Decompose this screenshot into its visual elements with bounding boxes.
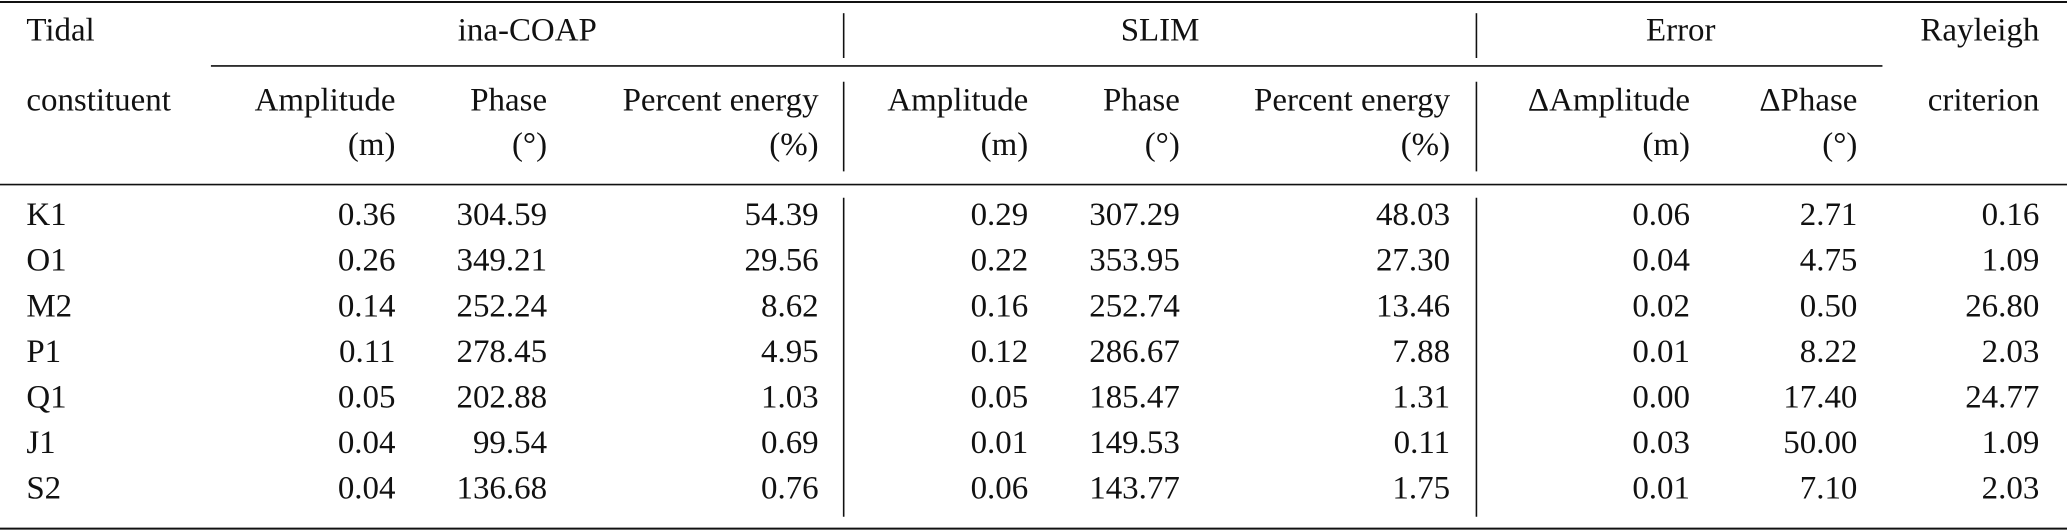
- cell: 13.46: [1376, 288, 1450, 324]
- column-header: (%): [1401, 127, 1450, 163]
- cell: 29.56: [745, 243, 819, 279]
- cell: 1.31: [1392, 380, 1450, 416]
- cell: 1.03: [761, 380, 819, 416]
- cell: 185.47: [1089, 380, 1180, 416]
- cell: 0.05: [971, 380, 1029, 416]
- cell: 1.09: [1982, 425, 2040, 461]
- cell: 48.03: [1376, 197, 1450, 233]
- cell: 0.02: [1632, 288, 1690, 324]
- cell: 4.95: [761, 334, 819, 370]
- cell: 0.03: [1632, 425, 1690, 461]
- column-header: ΔAmplitude: [1528, 82, 1690, 118]
- row-label: O1: [26, 243, 66, 279]
- row-label: K1: [26, 197, 66, 233]
- column-header: (°): [1145, 127, 1180, 163]
- column-header: ΔPhase: [1759, 82, 1857, 118]
- cell: 27.30: [1376, 243, 1450, 279]
- cell: 4.75: [1800, 243, 1858, 279]
- cell: 54.39: [745, 197, 819, 233]
- column-header: (m): [981, 127, 1029, 163]
- cell: 7.88: [1392, 334, 1450, 370]
- cell: 0.26: [338, 243, 396, 279]
- group-header: Rayleigh: [1920, 13, 2039, 49]
- group-header: ina-COAP: [458, 13, 597, 49]
- cell: 0.16: [1982, 197, 2040, 233]
- cell: 0.69: [761, 425, 819, 461]
- cell: 0.22: [971, 243, 1029, 279]
- column-header: Amplitude: [887, 82, 1028, 118]
- row-label: P1: [26, 334, 61, 370]
- cell: 0.04: [338, 425, 396, 461]
- column-header: (%): [769, 127, 818, 163]
- cell: 349.21: [456, 243, 547, 279]
- cell: 1.75: [1392, 471, 1450, 507]
- cell: 26.80: [1965, 288, 2039, 324]
- row-label: Q1: [26, 380, 66, 416]
- column-header: (°): [512, 127, 547, 163]
- cell: 2.03: [1982, 471, 2040, 507]
- cell: 0.36: [338, 197, 396, 233]
- cell: 0.01: [971, 425, 1029, 461]
- cell: 136.68: [456, 471, 547, 507]
- cell: 0.11: [1394, 425, 1450, 461]
- cell: 149.53: [1089, 425, 1180, 461]
- cell: 0.06: [971, 471, 1029, 507]
- cell: 8.62: [761, 288, 819, 324]
- cell: 353.95: [1089, 243, 1180, 279]
- column-header: (m): [348, 127, 396, 163]
- row-label: S2: [26, 471, 61, 507]
- cell: 0.16: [971, 288, 1029, 324]
- cell: 24.77: [1965, 380, 2039, 416]
- column-header: (m): [1642, 127, 1690, 163]
- cell: 0.05: [338, 380, 396, 416]
- cell: 0.01: [1632, 334, 1690, 370]
- column-header: Amplitude: [255, 82, 396, 118]
- group-header: Tidal: [26, 13, 94, 49]
- column-header: Phase: [1103, 82, 1180, 118]
- cell: 50.00: [1783, 425, 1857, 461]
- cell: 0.04: [1632, 243, 1690, 279]
- cell: 252.24: [456, 288, 547, 324]
- column-header: Phase: [470, 82, 547, 118]
- cell: 0.14: [338, 288, 396, 324]
- cell: 252.74: [1089, 288, 1180, 324]
- cell: 0.00: [1632, 380, 1690, 416]
- column-header: constituent: [26, 82, 171, 118]
- cell: 143.77: [1089, 471, 1180, 507]
- cell: 0.06: [1632, 197, 1690, 233]
- cell: 0.01: [1632, 471, 1690, 507]
- cell: 0.04: [338, 471, 396, 507]
- cell: 0.29: [971, 197, 1029, 233]
- cell: 2.03: [1982, 334, 2040, 370]
- row-label: M2: [26, 288, 72, 324]
- cell: 278.45: [456, 334, 547, 370]
- group-header: Error: [1646, 13, 1716, 49]
- column-header: criterion: [1928, 82, 2040, 118]
- cell: 0.50: [1800, 288, 1858, 324]
- cell: 202.88: [456, 380, 547, 416]
- column-header: (°): [1822, 127, 1857, 163]
- group-header: SLIM: [1121, 13, 1200, 49]
- column-header: Percent energy: [1254, 82, 1451, 118]
- cell: 99.54: [473, 425, 547, 461]
- cell: 17.40: [1783, 380, 1857, 416]
- cell: 307.29: [1089, 197, 1180, 233]
- cell: 1.09: [1982, 243, 2040, 279]
- cell: 2.71: [1800, 197, 1858, 233]
- column-header: Percent energy: [623, 82, 820, 118]
- cell: 304.59: [456, 197, 547, 233]
- cell: 0.76: [761, 471, 819, 507]
- column-separators: [842, 13, 1478, 517]
- cell: 286.67: [1089, 334, 1180, 370]
- cell: 0.12: [971, 334, 1029, 370]
- row-label: J1: [26, 425, 55, 461]
- cell: 0.11: [339, 334, 395, 370]
- cell: 8.22: [1800, 334, 1858, 370]
- cell: 7.10: [1800, 471, 1858, 507]
